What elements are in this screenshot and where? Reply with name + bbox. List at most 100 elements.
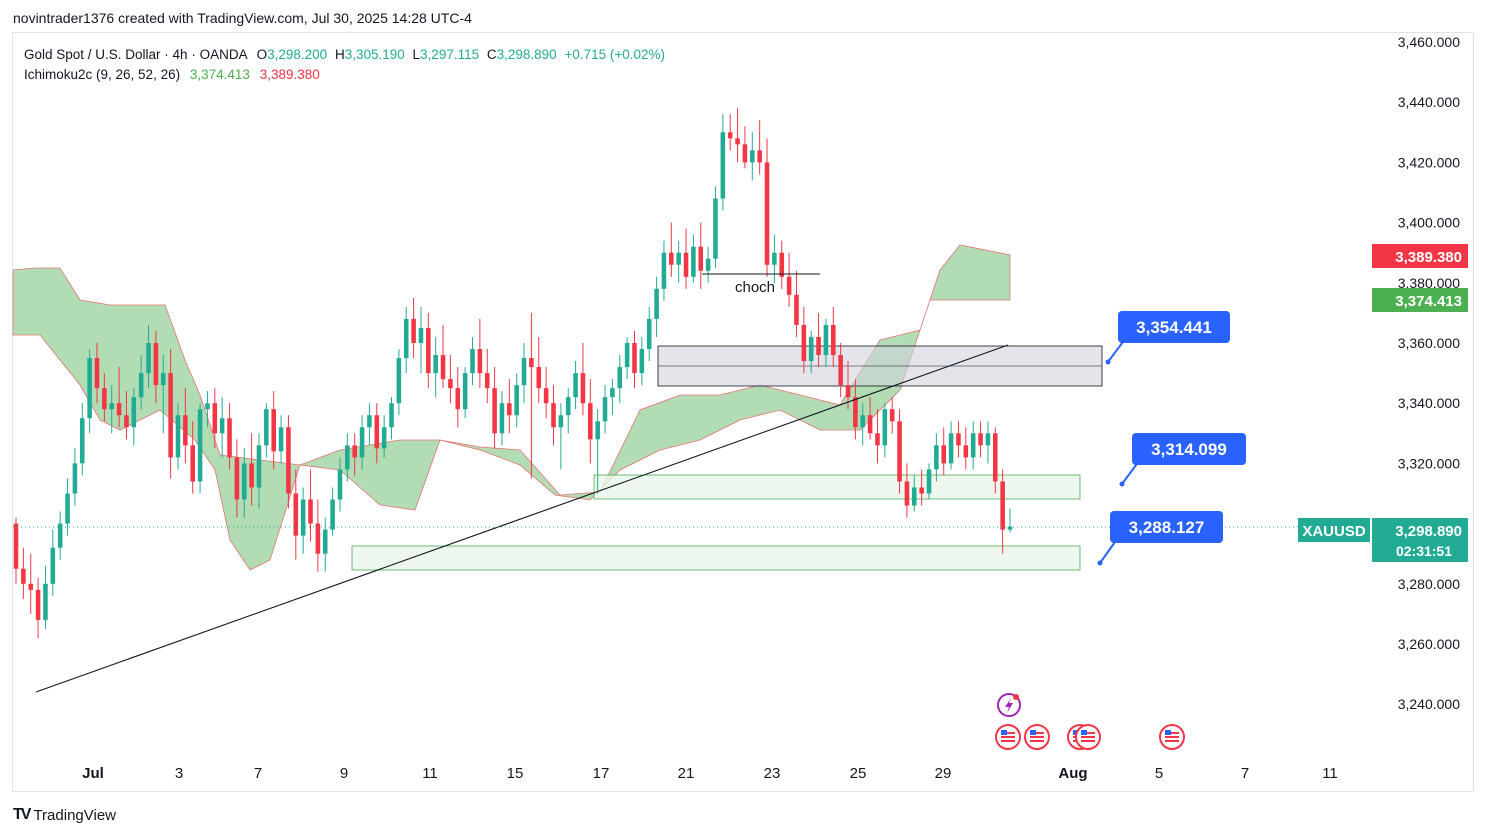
time-tick-label: 7 xyxy=(254,765,262,782)
symbol-badge xyxy=(1298,518,1370,542)
candle-body xyxy=(646,318,652,350)
candle-body xyxy=(617,367,623,389)
price-tick-label: 3,380.000 xyxy=(1398,275,1460,291)
candle-body xyxy=(160,373,166,386)
price-callout-2[interactable] xyxy=(1132,433,1246,465)
candle-body xyxy=(742,144,748,163)
candle-body xyxy=(580,373,586,404)
candle-body xyxy=(992,433,998,482)
alert-dot-icon xyxy=(1013,694,1019,700)
candle-body xyxy=(433,355,438,374)
candle-body xyxy=(669,252,674,265)
trendline[interactable] xyxy=(35,344,1009,693)
price-callout-3[interactable] xyxy=(1110,511,1223,543)
ohlc-high-label: H xyxy=(334,47,345,62)
time-tick-label: 9 xyxy=(340,765,348,782)
candle-body xyxy=(264,409,269,446)
candle-body xyxy=(529,358,534,368)
candle-body xyxy=(750,150,755,163)
demand-zone-upper[interactable] xyxy=(593,474,1081,500)
flag-stripe xyxy=(1081,740,1095,742)
candle-body xyxy=(786,276,792,295)
badge-senkou-a-text: 3,374.413 xyxy=(1395,293,1462,310)
candle-body xyxy=(507,403,512,416)
candle-body xyxy=(779,252,785,277)
candle-body xyxy=(359,427,365,458)
chart-credit: novintrader1376 created with TradingView… xyxy=(13,10,472,26)
candle-body xyxy=(698,246,704,271)
candle-body xyxy=(57,523,63,548)
candle-body xyxy=(808,336,814,362)
candle-body xyxy=(602,397,608,422)
candle-body xyxy=(875,433,880,446)
candle-body xyxy=(146,343,151,374)
events xyxy=(995,693,1185,750)
candle-body xyxy=(661,252,667,289)
price-callout-1[interactable] xyxy=(1118,311,1230,343)
time-tick-label: 5 xyxy=(1155,765,1163,782)
flag-stripe xyxy=(1001,732,1015,734)
candle-body xyxy=(153,343,159,386)
candle-body xyxy=(705,258,711,271)
price-callout-2-text: 3,314.099 xyxy=(1151,440,1227,459)
candle-body xyxy=(190,445,195,482)
candle-body xyxy=(138,373,144,398)
candle-body xyxy=(941,445,947,464)
candle-body xyxy=(426,327,431,374)
candle-body xyxy=(21,568,26,584)
candle-body xyxy=(691,246,696,277)
flag-stripe xyxy=(1081,736,1095,738)
candle-body xyxy=(911,487,917,506)
candle-body xyxy=(772,252,777,265)
candle-body xyxy=(801,324,807,362)
candle-body xyxy=(418,327,424,343)
price-callout-1-text: 3,354.441 xyxy=(1136,318,1212,337)
candle-body xyxy=(764,162,770,265)
last-price-text: 3,298.890 xyxy=(1395,523,1462,540)
candle-body xyxy=(926,469,932,494)
tradingview-brand[interactable]: TV TradingView xyxy=(13,806,116,824)
demand-zone-lower[interactable] xyxy=(351,545,1081,571)
candle-body xyxy=(256,445,262,488)
candle-body xyxy=(102,388,107,410)
ohlc-change: +0.715 (+0.02%) xyxy=(564,47,666,62)
candle-body xyxy=(956,433,961,446)
candle-body xyxy=(853,397,858,428)
candle-body xyxy=(109,403,115,410)
indicator-value-a: 3,374.413 xyxy=(189,67,250,82)
candle-body xyxy=(514,385,519,416)
candle-body xyxy=(845,385,851,398)
badge-senkou-b-text: 3,389.380 xyxy=(1395,249,1462,266)
candle-body xyxy=(79,418,85,464)
candle-body xyxy=(543,388,549,404)
candle-body xyxy=(65,493,70,524)
candle-body xyxy=(212,403,218,434)
candle-body xyxy=(227,418,232,458)
candle-body xyxy=(183,415,188,446)
candle-body xyxy=(330,499,335,530)
candle-body xyxy=(683,252,689,277)
indicator-name[interactable]: Ichimoku2c (9, 26, 52, 26) xyxy=(24,67,181,82)
candle-body xyxy=(131,397,137,428)
candle-body xyxy=(278,427,284,452)
indicator-value-b: 3,389.380 xyxy=(259,67,320,82)
candle-body xyxy=(757,150,762,163)
candle-body xyxy=(345,445,350,470)
flag-stripe xyxy=(1030,736,1044,738)
candle-body xyxy=(87,358,92,419)
zones xyxy=(351,345,1103,571)
symbol-line[interactable]: Gold Spot / U.S. Dollar · 4h · OANDA xyxy=(24,47,247,62)
candle-body xyxy=(462,373,468,410)
time-tick-label: Aug xyxy=(1058,765,1087,782)
candle-body xyxy=(43,583,48,620)
time-tick-label: 25 xyxy=(850,765,867,782)
candle-body xyxy=(1007,526,1013,530)
ohlc-low-label: L xyxy=(412,47,421,62)
candle-body xyxy=(654,288,659,319)
candle-body xyxy=(175,415,181,458)
candle-body xyxy=(389,403,394,428)
candle-body xyxy=(889,409,895,422)
candle-body xyxy=(963,445,969,458)
candle-body xyxy=(234,457,240,500)
